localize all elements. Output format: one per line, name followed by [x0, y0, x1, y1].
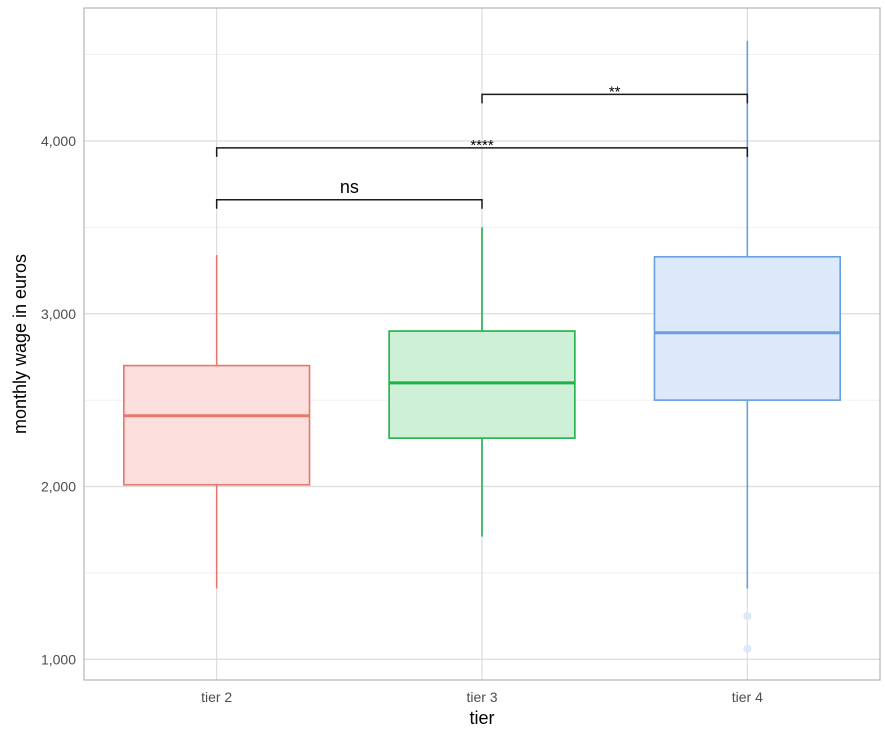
- panel-border: [83, 7, 881, 681]
- comparison-label: ****: [470, 137, 494, 154]
- outlier-point: [743, 644, 752, 654]
- x-tick-label: tier 2: [201, 689, 232, 705]
- comparison-bracket: [215, 199, 483, 209]
- iqr-box: [123, 364, 311, 486]
- comparison-bracket: [481, 93, 749, 104]
- tick-labels: 1,000 2,000 3,000 4,000 tier 2 tier 3 tier 4: [41, 133, 763, 705]
- y-axis-title: monthly wage in euros: [10, 254, 30, 434]
- box-tier-2: [123, 255, 311, 589]
- comparison-label: **: [609, 83, 621, 100]
- x-tick-label: tier 3: [466, 689, 497, 705]
- box-tier-3: [388, 227, 576, 537]
- comparison-label: ns: [340, 177, 359, 197]
- iqr-box: [388, 330, 576, 439]
- comparison-bracket: [215, 147, 749, 157]
- y-tick-label: 1,000: [41, 651, 76, 667]
- outlier-point: [743, 611, 752, 621]
- y-tick-label: 4,000: [41, 133, 76, 149]
- y-tick-label: 3,000: [41, 306, 76, 322]
- y-tick-label: 2,000: [41, 479, 76, 495]
- box-tier-4: [653, 40, 842, 654]
- boxes: [123, 40, 842, 654]
- iqr-box: [653, 255, 842, 401]
- x-tick-label: tier 4: [732, 689, 763, 705]
- significance-brackets: ns******: [215, 83, 749, 209]
- x-axis-title: tier: [469, 708, 494, 728]
